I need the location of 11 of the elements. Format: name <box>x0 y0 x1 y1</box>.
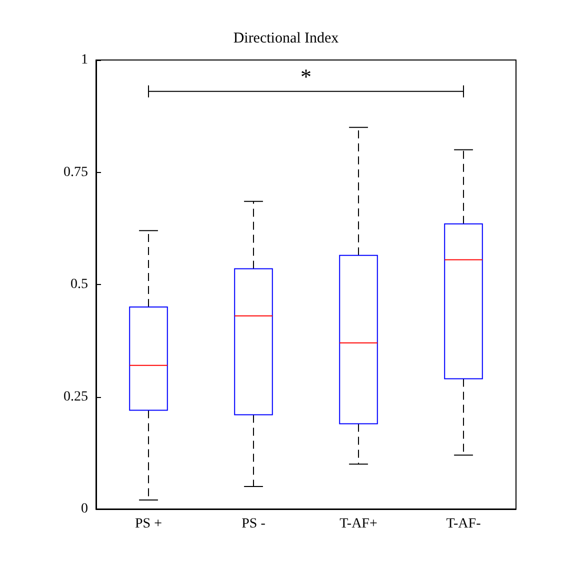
y-tick-label: 0.75 <box>64 164 88 180</box>
x-tick-label: PS - <box>242 516 266 532</box>
x-tick-label: T-AF- <box>446 516 482 532</box>
y-tick-label: 0.25 <box>64 389 88 404</box>
y-tick-label: 0 <box>81 502 88 516</box>
annotation: * <box>300 64 312 89</box>
y-tick-label: 1 <box>81 52 88 68</box>
x-tick-label: T-AF+ <box>340 516 378 532</box>
y-tick-label: 0.5 <box>70 277 88 292</box>
chart-title: Directional Index <box>233 30 340 46</box>
x-tick-label: PS + <box>135 516 162 532</box>
